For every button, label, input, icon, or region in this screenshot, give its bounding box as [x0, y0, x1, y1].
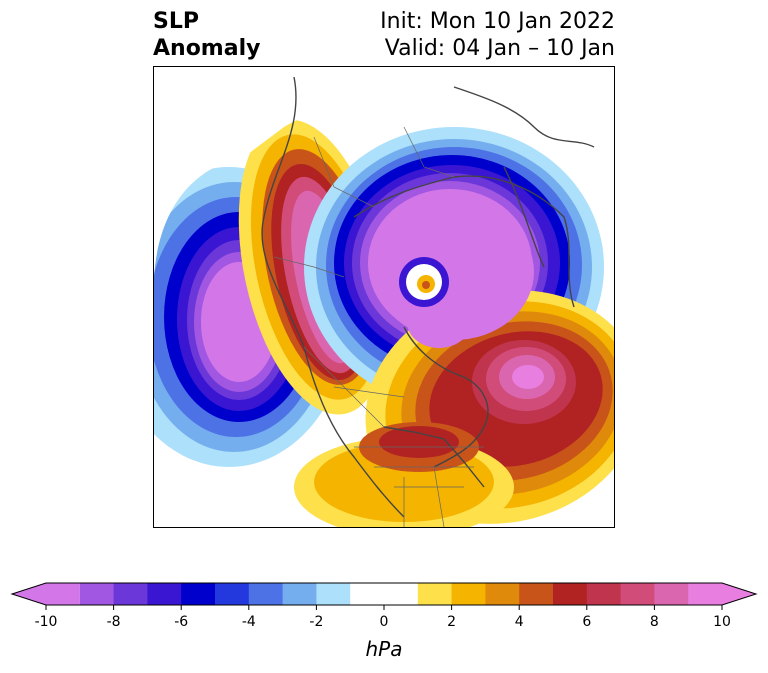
- colorbar-tick-label: 4: [514, 614, 524, 630]
- colorbar-segment: [46, 583, 80, 605]
- colorbar-segment: [384, 583, 419, 605]
- colorbar-segment: [654, 583, 689, 605]
- colorbar-segment: [79, 583, 115, 605]
- colorbar-segment: [215, 583, 250, 605]
- colorbar-segment: [147, 583, 182, 605]
- colorbar-extend-min: [12, 583, 46, 605]
- colorbar-tick-label: 2: [447, 614, 457, 630]
- colorbar-unit: hPa: [365, 637, 403, 661]
- colorbar-tick-label: 10: [713, 614, 731, 630]
- colorbar-segments: [10, 582, 758, 606]
- colorbar-segment: [282, 583, 317, 605]
- colorbar-segment: [586, 583, 622, 605]
- colorbar-segment: [181, 583, 216, 605]
- colorbar-segment: [350, 583, 385, 605]
- slp-anomaly-map: [154, 67, 614, 527]
- colorbar-tick-label: 0: [379, 614, 389, 630]
- map-title: SLP Anomaly: [153, 8, 260, 62]
- variable-label: SLP: [153, 9, 199, 34]
- date-info: Init: Mon 10 Jan 2022 Valid: 04 Jan – 10…: [380, 8, 615, 62]
- colorbar-segment: [417, 583, 453, 605]
- colorbar-tick-label: -4: [241, 614, 256, 630]
- colorbar-segment: [316, 583, 351, 605]
- colorbar-segment: [113, 583, 148, 605]
- colorbar-tick-label: -6: [174, 614, 189, 630]
- colorbar-segment: [688, 583, 722, 605]
- coastlines: [261, 76, 595, 518]
- init-date: Init: Mon 10 Jan 2022: [380, 9, 615, 34]
- field-type-label: Anomaly: [153, 36, 261, 61]
- colorbar-segment: [519, 583, 554, 605]
- colorbar-tick-label: -2: [309, 614, 324, 630]
- colorbar-segment: [248, 583, 284, 605]
- colorbar-segment: [553, 583, 588, 605]
- colorbar-ticks: [45, 605, 723, 610]
- anomaly-field: [154, 119, 614, 527]
- colorbar: [10, 582, 758, 610]
- colorbar-segment: [620, 583, 655, 605]
- colorbar-extend-max: [722, 583, 756, 605]
- borders: [273, 126, 484, 527]
- colorbar-tick-label: -8: [106, 614, 121, 630]
- colorbar-segment: [451, 583, 486, 605]
- colorbar-tick-label: -10: [34, 614, 58, 630]
- colorbar-tick-label: 8: [649, 614, 659, 630]
- colorbar-segment: [485, 583, 520, 605]
- colorbar-tick-label: 6: [582, 614, 592, 630]
- valid-range: Valid: 04 Jan – 10 Jan: [384, 36, 615, 61]
- map-panel: [153, 66, 615, 528]
